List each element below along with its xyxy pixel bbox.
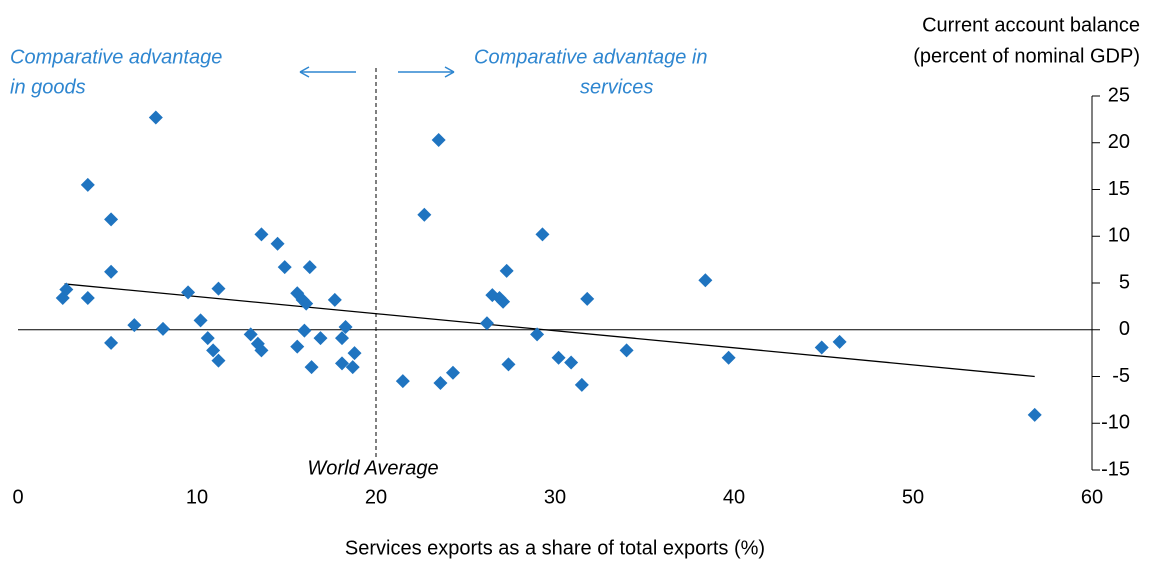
x-tick-label: 60 xyxy=(1081,486,1103,508)
point xyxy=(338,319,353,334)
point xyxy=(327,292,342,307)
point xyxy=(814,340,829,355)
point xyxy=(551,350,566,365)
y-tick-label: 0 xyxy=(1119,318,1130,340)
point xyxy=(535,227,550,242)
point xyxy=(80,177,95,192)
point xyxy=(721,350,736,365)
point xyxy=(619,343,634,358)
point xyxy=(574,377,589,392)
annotation: in goods xyxy=(10,76,86,98)
point xyxy=(334,331,349,346)
y-tick-label: 25 xyxy=(1108,84,1130,106)
point xyxy=(530,327,545,342)
annotation: Comparative advantage xyxy=(10,46,222,68)
point xyxy=(345,360,360,375)
point xyxy=(211,281,226,296)
point xyxy=(501,357,516,372)
y-tick-label: 5 xyxy=(1119,271,1130,293)
point xyxy=(254,343,269,358)
point xyxy=(395,374,410,389)
y-axis-title: (percent of nominal GDP) xyxy=(913,45,1140,67)
arrow-left-head xyxy=(299,66,310,78)
point xyxy=(211,353,226,368)
point xyxy=(270,236,285,251)
x-tick-label: 30 xyxy=(544,486,566,508)
point xyxy=(193,313,208,328)
y-axis-title: Current account balance xyxy=(922,14,1140,36)
point xyxy=(832,334,847,349)
point xyxy=(243,327,258,342)
point xyxy=(479,316,494,331)
point xyxy=(347,346,362,361)
point xyxy=(431,132,446,147)
point xyxy=(127,318,142,333)
x-tick-label: 10 xyxy=(186,486,208,508)
point xyxy=(334,356,349,371)
point xyxy=(304,360,319,375)
point xyxy=(580,291,595,306)
reference-label: World Average xyxy=(307,457,438,479)
y-tick-label: -10 xyxy=(1101,412,1130,434)
x-tick-label: 20 xyxy=(365,486,387,508)
x-axis-title: Services exports as a share of total exp… xyxy=(345,537,765,559)
arrow-right-head xyxy=(444,66,455,78)
point xyxy=(499,263,514,278)
point xyxy=(148,110,163,125)
point xyxy=(104,212,119,227)
point xyxy=(290,339,305,354)
x-tick-label: 50 xyxy=(902,486,924,508)
point xyxy=(417,207,432,222)
point xyxy=(1027,407,1042,422)
y-tick-label: -5 xyxy=(1112,365,1130,387)
x-tick-label: 0 xyxy=(12,486,23,508)
y-tick-label: -15 xyxy=(1101,458,1130,480)
point xyxy=(302,260,317,275)
x-tick-label: 40 xyxy=(723,486,745,508)
point xyxy=(299,296,314,311)
trend-line xyxy=(64,283,1035,378)
point xyxy=(277,260,292,275)
y-tick-label: 10 xyxy=(1108,225,1130,247)
point xyxy=(200,331,215,346)
point xyxy=(496,294,511,309)
point xyxy=(104,264,119,279)
point xyxy=(564,355,579,370)
point xyxy=(155,321,170,336)
point xyxy=(433,376,448,391)
point xyxy=(104,335,119,350)
point xyxy=(206,343,221,358)
y-tick-label: 15 xyxy=(1108,178,1130,200)
point xyxy=(80,290,95,305)
point xyxy=(445,365,460,380)
point xyxy=(313,331,328,346)
annotation: Comparative advantage in xyxy=(474,46,707,68)
point xyxy=(181,285,196,300)
y-tick-label: 20 xyxy=(1108,131,1130,153)
annotation: services xyxy=(580,76,653,98)
point xyxy=(698,273,713,288)
point xyxy=(297,323,312,338)
point xyxy=(59,282,74,297)
point xyxy=(254,227,269,242)
